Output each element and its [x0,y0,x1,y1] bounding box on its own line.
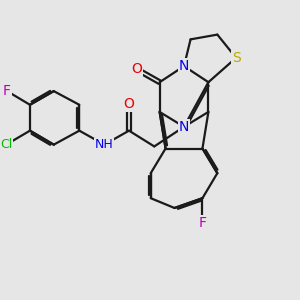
Text: F: F [3,84,11,98]
Text: F: F [199,216,206,230]
Text: N: N [179,59,189,73]
Text: O: O [124,97,134,111]
Text: S: S [232,51,240,65]
Text: N: N [179,120,189,134]
Text: NH: NH [95,138,114,151]
Text: Cl: Cl [0,138,12,151]
Text: O: O [131,62,142,76]
